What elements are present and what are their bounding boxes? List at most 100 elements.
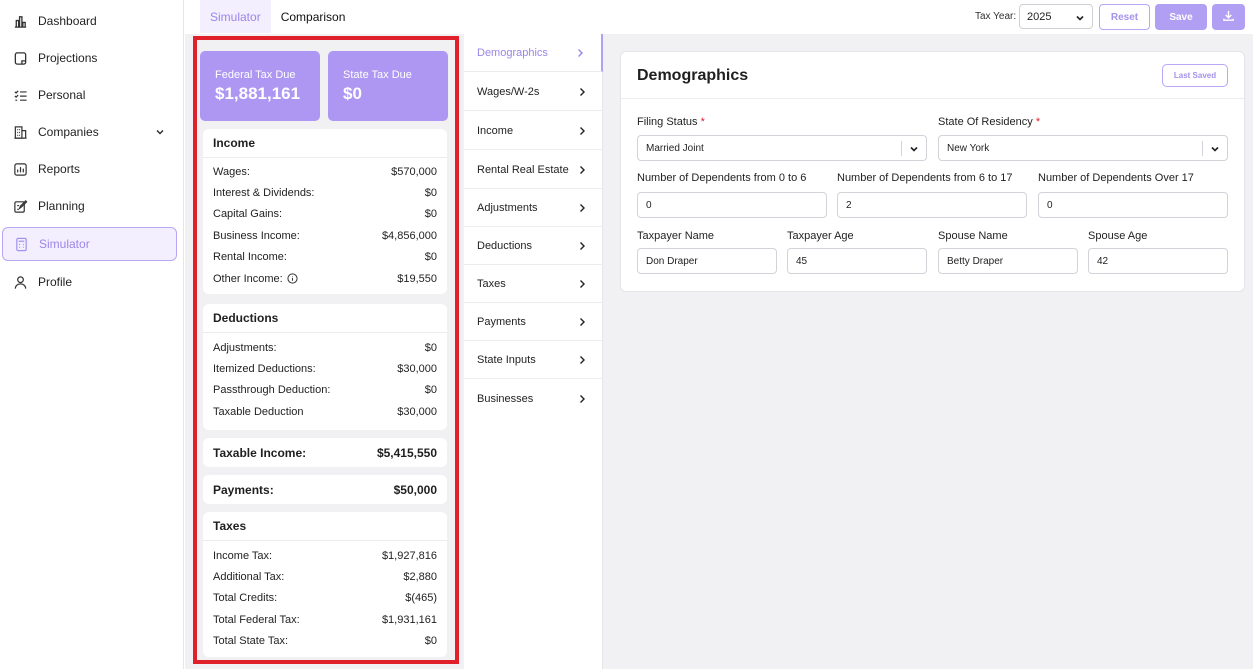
bar-chart-icon [12,13,28,29]
taxpayer-name-label: Taxpayer Name [637,230,715,242]
select-separator [1202,141,1203,156]
row-label: Total Credits: [213,592,278,605]
section-nav-label: Income [477,124,514,137]
sidebar-item-personal[interactable]: Personal [2,78,177,112]
row-label: Income Tax: [213,549,273,562]
row-value: $19,550 [397,272,437,285]
top-tabs: Simulator Comparison [200,0,355,33]
sidebar-item-planning[interactable]: Planning [2,189,177,223]
chevron-right-icon [578,203,586,216]
row-value: $570,000 [391,165,437,178]
spouse-age-label: Spouse Age [1088,230,1148,242]
download-icon [1222,9,1235,25]
dependents-6-17-input[interactable]: 2 [837,192,1027,218]
edit-icon [12,198,28,214]
row-value: $1,927,816 [381,549,437,562]
row-label: Itemized Deductions: [213,363,316,376]
summary-row: Total State Tax: $0 [203,631,447,652]
row-value: $0 [424,635,437,648]
chevron-right-icon [578,165,586,178]
section-nav-label: Adjustments [477,201,538,214]
section-nav: Demographics Wages/W-2s Income Rental Re… [464,34,603,669]
summary-row: Business Income: $4,856,000 [203,225,447,246]
summary-row: Additional Tax: $2,880 [203,566,447,587]
row-value: $30,000 [397,405,437,418]
calculator-icon [13,236,29,252]
dependents-6-17-value: 2 [846,199,852,211]
section-nav-taxes[interactable]: Taxes [464,265,603,303]
row-label: Total Federal Tax: [213,613,300,626]
chevron-down-icon [1075,13,1085,26]
tab-simulator[interactable]: Simulator [200,0,271,33]
chevron-right-icon [578,394,586,407]
section-nav-demographics[interactable]: Demographics [464,34,603,72]
spouse-name-label: Spouse Name [938,230,1008,242]
state-tax-title: State Tax Due [343,69,412,81]
chevron-right-icon [578,87,586,100]
payments-label: Payments: [213,482,274,497]
sidebar-item-label: Reports [38,162,81,176]
sidebar: Dashboard Projections Personal Companies… [0,0,184,669]
section-nav-label: Demographics [477,46,548,59]
section-nav-adjustments[interactable]: Adjustments [464,189,603,227]
row-value: $0 [424,384,437,397]
last-saved-button[interactable]: Last Saved [1162,64,1228,87]
sidebar-item-profile[interactable]: Profile [2,265,177,299]
taxes-section-title: Taxes [203,512,447,541]
sidebar-item-reports[interactable]: Reports [2,152,177,186]
section-nav-state-inputs[interactable]: State Inputs [464,341,603,379]
tab-comparison[interactable]: Comparison [280,9,346,24]
chevron-down-icon[interactable] [155,126,165,140]
summary-row: Total Credits: $(465) [203,588,447,609]
tax-summary-panel: Federal Tax Due $1,881,161 State Tax Due… [193,36,459,664]
taxpayer-name-input[interactable]: Don Draper [637,248,777,274]
section-nav-payments[interactable]: Payments [464,303,603,341]
chevron-right-icon [576,48,584,61]
state-of-residency-label: State Of Residency * [938,116,1040,128]
income-section-title: Income [203,129,447,158]
row-label: Other Income: [213,272,283,285]
section-nav-wages[interactable]: Wages/W-2s [464,73,603,111]
building-icon [12,124,28,140]
row-label: Capital Gains: [213,208,283,221]
section-nav-income[interactable]: Income [464,112,603,150]
spouse-name-input[interactable]: Betty Draper [938,248,1078,274]
taxpayer-age-input[interactable]: 45 [787,248,927,274]
section-nav-businesses[interactable]: Businesses [464,380,603,418]
section-nav-rental-real-estate[interactable]: Rental Real Estate [464,151,603,189]
save-button[interactable]: Save [1155,4,1207,30]
dependents-0-6-input[interactable]: 0 [637,192,827,218]
summary-row: Interest & Dividends: $0 [203,182,447,203]
chevron-right-icon [578,317,586,330]
summary-row: Capital Gains: $0 [203,204,447,225]
tax-year-select[interactable]: 2025 [1019,4,1093,29]
taxes-section: Taxes Income Tax: $1,927,816 Additional T… [203,512,447,657]
info-icon[interactable] [287,273,298,284]
checklist-icon [12,87,28,103]
tax-year-label: Tax Year: [975,11,1017,22]
section-nav-deductions[interactable]: Deductions [464,227,603,265]
deductions-section: Deductions Adjustments: $0 Itemized Deduc… [203,304,447,430]
dependents-over-17-input[interactable]: 0 [1038,192,1228,218]
income-section: Income Wages: $570,000 Interest & Dividen… [203,129,447,294]
report-icon [12,161,28,177]
row-label: Additional Tax: [213,571,285,584]
reset-button[interactable]: Reset [1099,4,1150,30]
summary-row: Taxable Deduction $30,000 [203,401,447,422]
download-button[interactable] [1212,4,1245,30]
sidebar-item-label: Dashboard [38,14,97,28]
tax-year-value: 2025 [1027,10,1052,23]
filing-status-value: Married Joint [646,142,704,154]
spouse-age-input[interactable]: 42 [1088,248,1228,274]
sidebar-item-dashboard[interactable]: Dashboard [2,4,177,38]
filing-status-select[interactable]: Married Joint [637,135,927,161]
section-nav-label: Deductions [477,239,533,252]
demographics-title: Demographics [637,67,749,84]
row-value: $0 [424,251,437,264]
sidebar-item-simulator[interactable]: Simulator [2,227,177,261]
state-of-residency-select[interactable]: New York [938,135,1228,161]
document-icon [12,50,28,66]
sidebar-item-companies[interactable]: Companies [2,115,177,149]
sidebar-item-projections[interactable]: Projections [2,41,177,75]
row-value: $0 [424,341,437,354]
